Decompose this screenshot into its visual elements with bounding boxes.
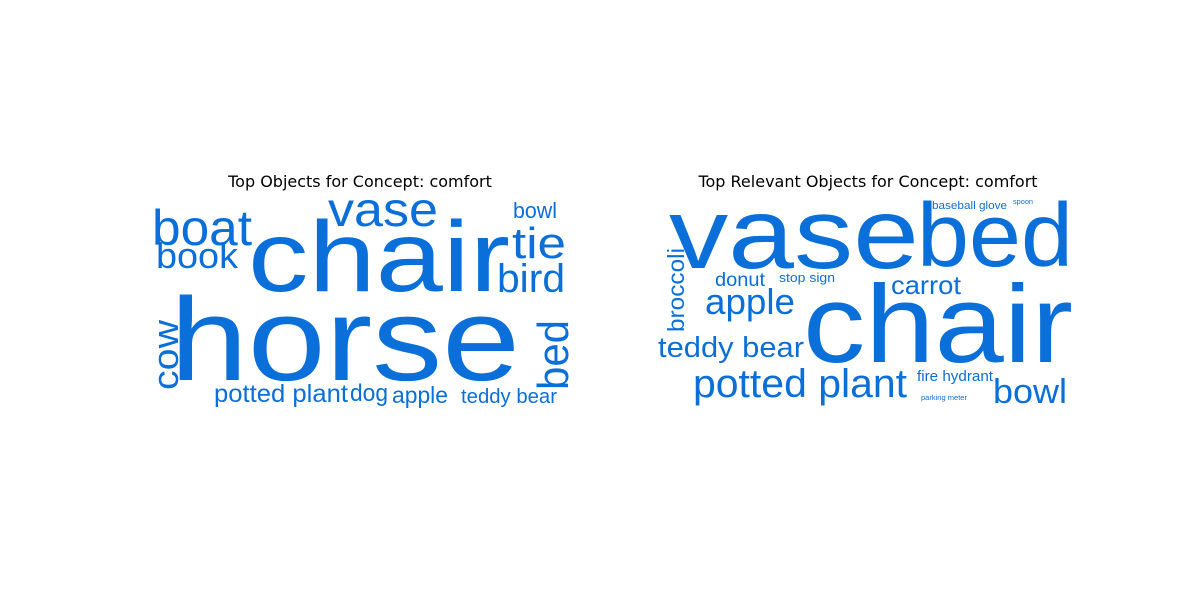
word-chair: chair xyxy=(803,263,1073,386)
word-spoon: spoon xyxy=(1013,199,1033,206)
word-book: book xyxy=(156,235,239,276)
word-boat: boat xyxy=(152,200,252,256)
word-horse: horse xyxy=(170,274,520,406)
word-baseball-glove: baseball glove xyxy=(932,200,1007,212)
word-vase: vase xyxy=(669,178,919,290)
word-apple: apple xyxy=(705,281,795,322)
word-apple: apple xyxy=(392,382,448,408)
word-vase: vase xyxy=(328,184,438,237)
word-dog: dog xyxy=(350,380,388,407)
word-chair: chair xyxy=(248,201,510,313)
word-parking-meter: parking meter xyxy=(921,395,968,402)
word-potted-plant: potted plant xyxy=(214,380,348,408)
word-teddy-bear: teddy bear xyxy=(658,332,804,364)
word-teddy-bear: teddy bear xyxy=(461,386,557,408)
word-fire-hydrant: fire hydrant xyxy=(917,368,994,385)
chart-title-right: Top Relevant Objects for Concept: comfor… xyxy=(698,172,1038,191)
word-carrot: carrot xyxy=(891,270,962,300)
word-potted-plant: potted plant xyxy=(693,362,907,406)
word-stop-sign: stop sign xyxy=(779,270,835,285)
word-bowl: bowl xyxy=(993,373,1067,411)
word-bird: bird xyxy=(497,257,565,301)
word-bed: bed xyxy=(917,186,1073,286)
word-tie: tie xyxy=(512,219,566,268)
word-broccoli: broccoli xyxy=(663,248,689,332)
word-bed: bed xyxy=(529,320,578,390)
word-donut: donut xyxy=(715,270,766,291)
chart-title-left: Top Objects for Concept: comfort xyxy=(228,172,492,191)
word-cow: cow xyxy=(145,319,186,390)
word-bowl: bowl xyxy=(513,198,557,223)
